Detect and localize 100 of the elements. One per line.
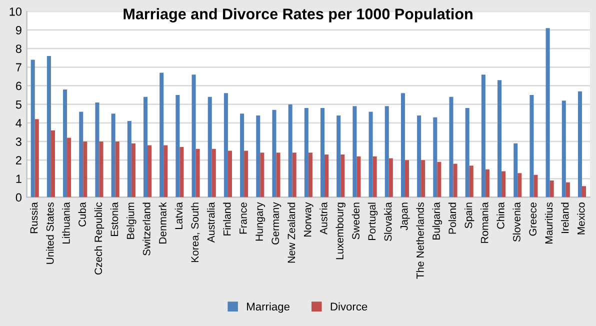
x-tick-label: Czech Republic: [94, 202, 104, 275]
bar: [502, 171, 506, 198]
x-tick-label: Mexico: [577, 202, 585, 234]
bar: [514, 143, 518, 198]
bar: [308, 152, 312, 198]
bar: [111, 114, 116, 198]
bar: [34, 119, 39, 198]
y-tick-label: 8: [16, 44, 22, 53]
x-tick-label: Finland: [223, 202, 231, 236]
x-tick-label: Australia: [207, 202, 215, 243]
x-tick-label: Bulgaria: [432, 202, 442, 240]
x-tick-label: Romania: [480, 202, 488, 243]
x-tick-label: Denmark: [158, 202, 166, 244]
x-tick-label: Estonia: [110, 202, 118, 236]
bar: [465, 108, 470, 198]
legend-label: Divorce: [330, 302, 368, 311]
bar: [208, 96, 212, 198]
bar: [127, 121, 132, 198]
x-tick-label: Poland: [448, 202, 456, 234]
bar: [288, 104, 292, 198]
y-tick-label: 1: [16, 174, 22, 183]
bar: [143, 96, 148, 198]
x-tick-label: Korea, South: [190, 202, 200, 262]
bar: [518, 173, 522, 198]
bar: [67, 138, 72, 198]
x-tick-label: United States: [46, 202, 54, 264]
x-tick-label: France: [240, 202, 247, 234]
y-tick-label: 7: [16, 63, 22, 72]
bar: [449, 96, 454, 198]
bar: [83, 141, 88, 198]
bar: [372, 156, 377, 198]
bar: [196, 148, 200, 198]
x-tick-label: China: [496, 202, 504, 229]
bar: [336, 115, 341, 198]
bar: [534, 174, 538, 198]
x-tick-label: Cuba: [78, 202, 86, 226]
bar: [404, 160, 410, 198]
bar: [498, 80, 502, 198]
x-tick-label: Switzerland: [142, 202, 150, 256]
bar: [240, 114, 244, 198]
x-tick-label: Latvia: [174, 202, 182, 230]
bar: [324, 154, 329, 198]
y-tick-label: 5: [16, 100, 22, 109]
x-tick-label: Hungary: [256, 202, 266, 241]
bar: [131, 143, 136, 198]
bar: [437, 162, 442, 198]
x-tick-label: Norway: [304, 202, 314, 237]
bar: [292, 152, 296, 198]
bar: [368, 112, 373, 198]
bar: [63, 89, 68, 198]
bar: [276, 152, 280, 198]
y-tick-label: 6: [16, 82, 22, 90]
bar: [352, 106, 357, 198]
bar: [469, 166, 474, 198]
bar: [79, 112, 84, 198]
bar: [340, 154, 345, 198]
bar: [562, 100, 566, 198]
bar: [421, 160, 426, 198]
y-tick-label: 10: [10, 7, 22, 16]
bar: [244, 150, 248, 198]
bar: [260, 152, 264, 198]
y-tick-label: 2: [16, 156, 22, 164]
bar: [578, 91, 582, 198]
x-tick-label: Slovenia: [512, 202, 520, 242]
bar: [582, 186, 586, 198]
x-tick-label: Russia: [30, 202, 38, 234]
bar: [115, 141, 120, 198]
bar: [212, 148, 216, 198]
bar: [180, 147, 184, 198]
x-tick-label: Luxembourg: [336, 202, 346, 260]
y-tick-label: 3: [16, 138, 22, 146]
bar: [566, 182, 570, 198]
bar: [453, 164, 458, 198]
bar: [224, 93, 228, 198]
bar: [148, 145, 152, 198]
x-tick-label: Mauritius: [544, 202, 553, 244]
bar: [485, 169, 490, 198]
x-tick-label: The Netherlands: [416, 202, 424, 279]
bar: [176, 95, 180, 198]
bar: [50, 130, 55, 198]
bar: [160, 72, 164, 198]
bar: [550, 180, 554, 198]
bar: [228, 150, 232, 198]
x-tick-label: Greece: [529, 202, 537, 236]
bar: [530, 95, 534, 198]
x-tick-label: Slovakia: [384, 202, 392, 241]
bar: [546, 28, 550, 198]
bar: [433, 117, 438, 198]
bar: [164, 145, 168, 198]
bar: [417, 115, 422, 198]
x-tick-label: Portugal: [368, 202, 378, 240]
bar: [304, 108, 308, 198]
x-tick-label: Austria: [320, 202, 328, 234]
x-tick-label: Germany: [272, 202, 282, 244]
x-tick-label: New Zealand: [287, 202, 296, 263]
x-tick-label: Belgium: [126, 202, 136, 239]
bar: [99, 141, 104, 198]
chart-title: Marriage and Divorce Rates per 1000 Population: [124, 8, 472, 22]
bar: [95, 102, 100, 198]
x-tick-label: Lithuania: [62, 202, 70, 244]
